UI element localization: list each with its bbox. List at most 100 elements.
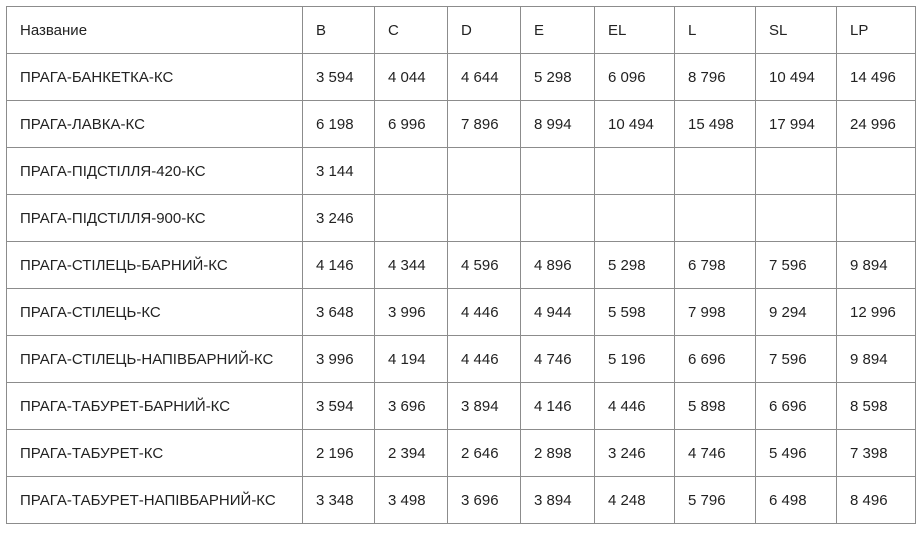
price-cell: 3 594 bbox=[302, 382, 375, 430]
price-cell: 6 696 bbox=[755, 382, 837, 430]
price-cell: 4 896 bbox=[520, 241, 595, 289]
price-cell bbox=[447, 194, 521, 242]
price-cell: 5 298 bbox=[594, 241, 675, 289]
price-cell: 2 196 bbox=[302, 429, 375, 477]
price-cell: 10 494 bbox=[594, 100, 675, 148]
price-cell bbox=[674, 194, 756, 242]
product-name-cell: ПРАГА-БАНКЕТКА-КС bbox=[6, 53, 303, 101]
price-cell: 3 696 bbox=[447, 476, 521, 524]
price-cell: 24 996 bbox=[836, 100, 916, 148]
price-cell: 7 398 bbox=[836, 429, 916, 477]
table-row: ПРАГА-СТІЛЕЦЬ-КС 3 648 3 996 4 446 4 944 5 59… bbox=[6, 288, 916, 336]
price-cell: 5 298 bbox=[520, 53, 595, 101]
price-cell bbox=[447, 147, 521, 195]
price-cell: 4 644 bbox=[447, 53, 521, 101]
price-cell: 5 196 bbox=[594, 335, 675, 383]
table-row: ПРАГА-ТАБУРЕТ-НАПІВБАРНИЙ-КС 3 348 3 498 3 … bbox=[6, 476, 916, 524]
price-cell: 7 596 bbox=[755, 241, 837, 289]
price-cell: 4 446 bbox=[447, 335, 521, 383]
price-cell: 4 344 bbox=[374, 241, 448, 289]
price-cell: 6 198 bbox=[302, 100, 375, 148]
header-cell: C bbox=[374, 6, 448, 54]
price-cell: 3 696 bbox=[374, 382, 448, 430]
header-cell: D bbox=[447, 6, 521, 54]
price-cell bbox=[520, 194, 595, 242]
product-name-cell: ПРАГА-СТІЛЕЦЬ-БАРНИЙ-КС bbox=[6, 241, 303, 289]
price-cell bbox=[374, 147, 448, 195]
price-cell: 9 294 bbox=[755, 288, 837, 336]
price-cell: 7 998 bbox=[674, 288, 756, 336]
price-cell: 7 896 bbox=[447, 100, 521, 148]
price-cell: 4 596 bbox=[447, 241, 521, 289]
price-cell bbox=[836, 194, 916, 242]
price-cell bbox=[594, 147, 675, 195]
price-cell: 4 944 bbox=[520, 288, 595, 336]
header-cell: L bbox=[674, 6, 756, 54]
price-cell: 8 994 bbox=[520, 100, 595, 148]
price-table: Название B C D E EL L SL LP ПРАГА-БАНКЕТКА-КС 3 59… bbox=[6, 6, 916, 524]
table-row: ПРАГА-СТІЛЕЦЬ-БАРНИЙ-КС 4 146 4 344 4 596 4 … bbox=[6, 241, 916, 289]
header-cell: EL bbox=[594, 6, 675, 54]
price-cell: 4 746 bbox=[674, 429, 756, 477]
price-cell: 3 996 bbox=[374, 288, 448, 336]
table-row: ПРАГА-ПІДСТІЛЛЯ-900-КС 3 246 bbox=[6, 194, 916, 242]
price-cell: 4 146 bbox=[520, 382, 595, 430]
product-name-cell: ПРАГА-СТІЛЕЦЬ-КС bbox=[6, 288, 303, 336]
price-cell: 4 746 bbox=[520, 335, 595, 383]
table-row: ПРАГА-БАНКЕТКА-КС 3 594 4 044 4 644 5 298 6 0… bbox=[6, 53, 916, 101]
table-row: ПРАГА-СТІЛЕЦЬ-НАПІВБАРНИЙ-КС 3 996 4 194 4 … bbox=[6, 335, 916, 383]
header-row: Название B C D E EL L SL LP bbox=[6, 6, 916, 54]
table-row: ПРАГА-ТАБУРЕТ-КС 2 196 2 394 2 646 2 898 3 24… bbox=[6, 429, 916, 477]
product-name-cell: ПРАГА-СТІЛЕЦЬ-НАПІВБАРНИЙ-КС bbox=[6, 335, 303, 383]
price-cell: 3 996 bbox=[302, 335, 375, 383]
price-cell bbox=[520, 147, 595, 195]
price-cell: 6 798 bbox=[674, 241, 756, 289]
price-cell: 17 994 bbox=[755, 100, 837, 148]
price-cell: 2 898 bbox=[520, 429, 595, 477]
price-cell: 14 496 bbox=[836, 53, 916, 101]
price-cell: 6 996 bbox=[374, 100, 448, 148]
product-name-cell: ПРАГА-ТАБУРЕТ-НАПІВБАРНИЙ-КС bbox=[6, 476, 303, 524]
price-cell bbox=[674, 147, 756, 195]
price-cell: 3 894 bbox=[520, 476, 595, 524]
header-cell: B bbox=[302, 6, 375, 54]
price-cell: 4 146 bbox=[302, 241, 375, 289]
table-row: ПРАГА-ПІДСТІЛЛЯ-420-КС 3 144 bbox=[6, 147, 916, 195]
price-cell: 8 796 bbox=[674, 53, 756, 101]
table-row: ПРАГА-ЛАВКА-КС 6 198 6 996 7 896 8 994 10 494… bbox=[6, 100, 916, 148]
price-cell: 12 996 bbox=[836, 288, 916, 336]
price-cell: 3 144 bbox=[302, 147, 375, 195]
price-cell: 4 194 bbox=[374, 335, 448, 383]
price-cell: 6 696 bbox=[674, 335, 756, 383]
price-cell bbox=[594, 194, 675, 242]
price-cell: 5 898 bbox=[674, 382, 756, 430]
price-cell: 3 246 bbox=[594, 429, 675, 477]
price-table-container: Название B C D E EL L SL LP ПРАГА-БАНКЕТКА-КС 3 59… bbox=[6, 6, 916, 524]
header-cell: LP bbox=[836, 6, 916, 54]
price-cell: 5 496 bbox=[755, 429, 837, 477]
price-cell: 3 348 bbox=[302, 476, 375, 524]
price-cell: 8 496 bbox=[836, 476, 916, 524]
price-cell: 3 498 bbox=[374, 476, 448, 524]
price-cell: 4 446 bbox=[447, 288, 521, 336]
header-cell: SL bbox=[755, 6, 837, 54]
price-cell: 9 894 bbox=[836, 335, 916, 383]
price-cell: 3 894 bbox=[447, 382, 521, 430]
price-cell: 3 648 bbox=[302, 288, 375, 336]
price-cell: 9 894 bbox=[836, 241, 916, 289]
price-cell: 5 796 bbox=[674, 476, 756, 524]
header-cell: E bbox=[520, 6, 595, 54]
price-cell bbox=[755, 147, 837, 195]
price-cell: 2 394 bbox=[374, 429, 448, 477]
price-cell: 6 096 bbox=[594, 53, 675, 101]
header-cell: Название bbox=[6, 6, 303, 54]
price-cell: 4 044 bbox=[374, 53, 448, 101]
product-name-cell: ПРАГА-ПІДСТІЛЛЯ-420-КС bbox=[6, 147, 303, 195]
product-name-cell: ПРАГА-ТАБУРЕТ-КС bbox=[6, 429, 303, 477]
price-cell bbox=[755, 194, 837, 242]
price-cell: 2 646 bbox=[447, 429, 521, 477]
product-name-cell: ПРАГА-ПІДСТІЛЛЯ-900-КС bbox=[6, 194, 303, 242]
price-cell: 3 594 bbox=[302, 53, 375, 101]
price-cell: 3 246 bbox=[302, 194, 375, 242]
